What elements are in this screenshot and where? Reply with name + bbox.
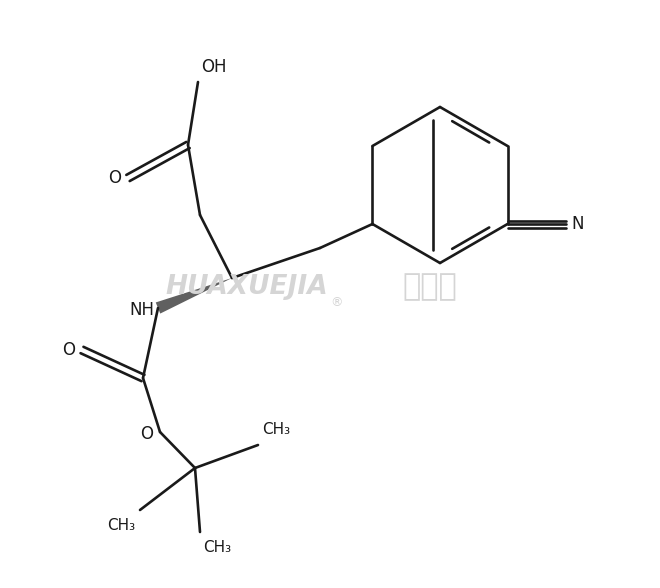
Text: O: O <box>108 169 121 187</box>
Text: CH₃: CH₃ <box>262 422 290 437</box>
Polygon shape <box>156 278 232 313</box>
Text: CH₃: CH₃ <box>107 518 135 533</box>
Text: HUAXUEJIA: HUAXUEJIA <box>166 274 328 300</box>
Text: O: O <box>140 425 153 443</box>
Text: CH₃: CH₃ <box>203 540 231 555</box>
Text: 化学加: 化学加 <box>403 272 457 302</box>
Text: ®: ® <box>330 296 343 309</box>
Text: N: N <box>572 215 584 233</box>
Text: OH: OH <box>201 58 226 76</box>
Text: NH: NH <box>129 301 154 319</box>
Text: O: O <box>62 341 75 359</box>
